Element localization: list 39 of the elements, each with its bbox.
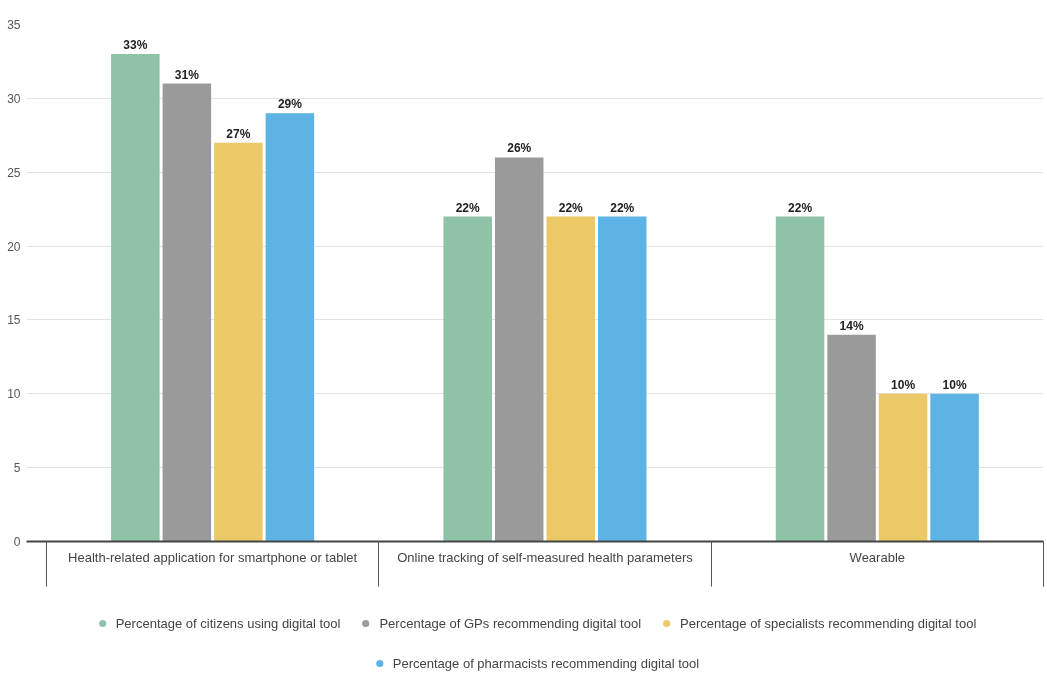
y-tick-label: 35 <box>7 18 21 32</box>
y-tick-label: 15 <box>7 313 21 328</box>
bar <box>214 142 263 542</box>
bar <box>878 393 928 542</box>
x-tick-label: Health-related application for smartphone or tablet <box>68 549 358 565</box>
x-tick-label: Wearable <box>849 549 906 565</box>
legend-label: Percentage of specialists recommending digital tool <box>680 614 977 633</box>
y-tick-label: 10 <box>7 387 21 402</box>
bar <box>162 83 212 542</box>
y-tick-label: 0 <box>13 535 21 549</box>
bar <box>827 334 876 542</box>
data-label: 22% <box>558 200 584 215</box>
data-label: 22% <box>788 200 813 215</box>
data-label: 22% <box>455 200 481 215</box>
y-tick-label: 30 <box>7 91 21 106</box>
data-label: 22% <box>610 200 635 215</box>
data-label: 26% <box>507 141 532 156</box>
bar <box>265 113 315 542</box>
legend-label: Percentage of pharmacists recommending digital tool <box>392 654 700 673</box>
bar <box>546 216 595 542</box>
bar <box>597 216 647 542</box>
data-label: 29% <box>277 97 303 112</box>
bar <box>930 393 979 542</box>
legend-label: Percentage of GPs recommending digital tool <box>379 614 642 633</box>
data-label: 14% <box>839 318 864 333</box>
bar <box>494 157 544 542</box>
data-label: 31% <box>174 67 200 82</box>
bar <box>775 216 825 542</box>
legend-label: Percentage of citizens using digital tool <box>115 614 341 633</box>
bar <box>111 54 160 542</box>
bar <box>443 216 492 542</box>
data-label: 10% <box>942 377 967 392</box>
data-label: 10% <box>891 377 916 392</box>
y-tick-label: 25 <box>7 165 21 180</box>
y-tick-label: 5 <box>13 461 21 476</box>
x-tick-label: Online tracking of self-measured health parameters <box>397 549 694 565</box>
data-label: 27% <box>226 126 251 141</box>
y-tick-label: 20 <box>7 239 21 254</box>
data-label: 33% <box>123 38 148 53</box>
